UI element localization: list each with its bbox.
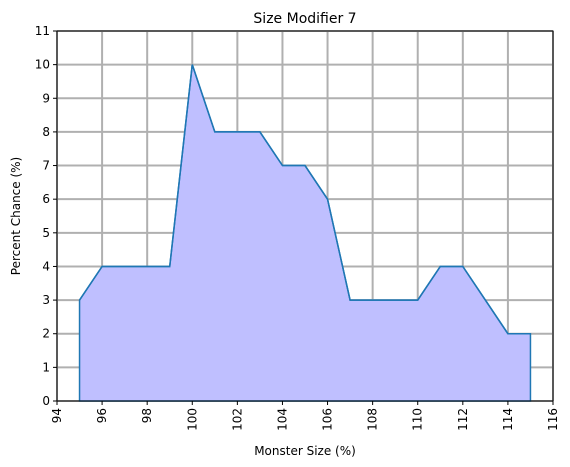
x-tick-label-94: 94 [50,408,64,423]
x-axis-title: Monster Size (%) [254,444,356,458]
x-tick-label-104: 104 [275,408,289,431]
x-tick-label-100: 100 [185,408,199,431]
y-tick-label-9: 9 [42,91,50,105]
x-tick-label-96: 96 [95,408,109,423]
y-tick-label-5: 5 [42,226,50,240]
y-tick-label-10: 10 [35,58,50,72]
x-tick-label-108: 108 [366,408,380,431]
axis-ticks: 0 1 2 3 4 5 6 7 8 9 10 11 94 96 98 100 102 104 106 108 110 11… [35,24,560,431]
y-tick-label-6: 6 [42,192,50,206]
chart-title: Size Modifier 7 [253,11,356,27]
y-tick-label-4: 4 [42,259,50,273]
y-tick-label-3: 3 [42,293,50,307]
x-tick-label-98: 98 [140,408,154,423]
x-tick-label-114: 114 [501,408,515,431]
data-points [79,64,531,334]
y-tick-label-7: 7 [42,159,50,173]
y-tick-label-11: 11 [35,24,50,38]
y-axis-title: Percent Chance (%) [9,157,23,275]
x-tick-label-112: 112 [456,408,470,431]
y-tick-label-1: 1 [42,360,50,374]
x-tick-label-110: 110 [411,408,425,431]
x-tick-label-102: 102 [230,408,244,431]
x-tick-label-106: 106 [321,408,335,431]
y-tick-label-0: 0 [42,394,50,408]
x-tick-label-116: 116 [546,408,560,431]
y-tick-label-2: 2 [42,327,50,341]
y-tick-label-8: 8 [42,125,50,139]
plot-frame [56,30,554,402]
